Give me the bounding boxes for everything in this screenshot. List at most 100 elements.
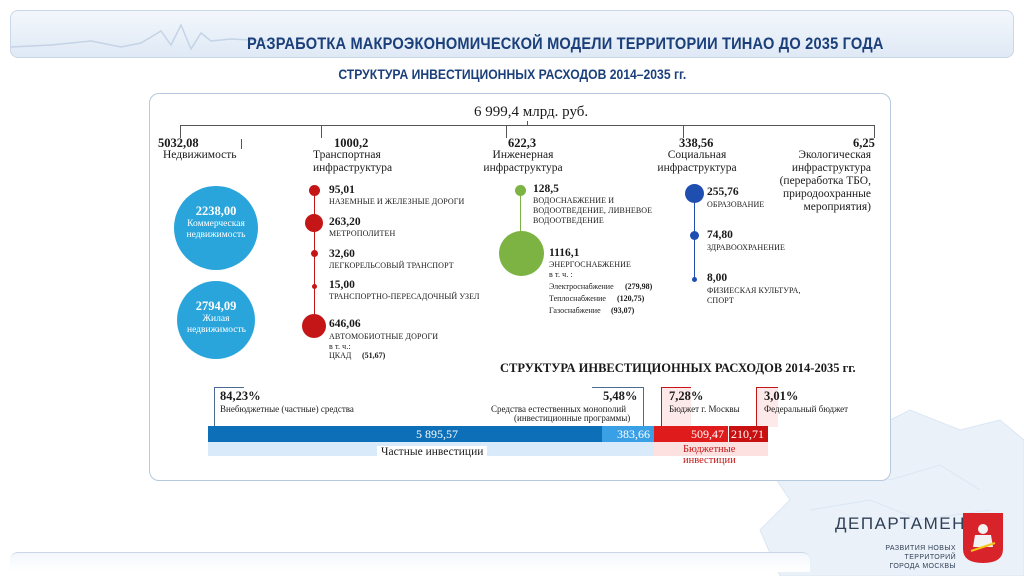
social-label-3a: ФИЗИЕСКАЯ КУЛЬТУРА, <box>707 286 801 295</box>
tree-drop-1 <box>180 125 181 138</box>
commercial-realty-value: 2238,00 <box>195 204 237 218</box>
transport-vertical-line <box>314 190 315 328</box>
transport-dot-5 <box>302 314 326 338</box>
category-name-realty: Недвижимость <box>163 149 237 161</box>
social-dot-3 <box>692 277 697 282</box>
engineering-sub-name-3: Газоснабжение <box>549 306 601 315</box>
commercial-realty-circle: 2238,00 Коммерческая недвижимость <box>174 186 258 270</box>
category-value-social: 338,56 <box>679 136 714 150</box>
transport-label-3: ЛЕГКОРЕЛЬСОВЫЙ ТРАНСПОРТ <box>329 261 454 270</box>
category-name-engineering: Инженерная инфраструктура <box>483 149 563 174</box>
transport-dot-4 <box>312 284 317 289</box>
engineering-dot-1 <box>515 185 526 196</box>
transport-label-5: АВТОМОБИОТНЫЕ ДОРОГИ <box>329 332 439 341</box>
engineering-sub-name-1: Электроснабжение <box>549 282 614 291</box>
footer-band <box>10 552 810 572</box>
category-name-social: Социальная инфраструктура <box>657 149 737 174</box>
engineering-label-2: ЭНЕРГОСНАБЖЕНИЕ <box>549 260 631 269</box>
private-source-name: Внебюджетные (частные) средства <box>220 404 354 414</box>
private-pct: 84,23% <box>220 389 261 403</box>
residential-realty-value: 2794,09 <box>195 299 237 313</box>
transport-extra-name: ЦКАД <box>329 351 352 360</box>
department-subtitle: РАЗВИТИЯ НОВЫХ ТЕРРИТОРИЙ ГОРОДА МОСКВЫ <box>836 544 956 571</box>
tree-drop-3 <box>506 125 507 138</box>
federal-budget-bracket <box>756 387 778 427</box>
monopoly-bracket <box>592 387 644 427</box>
engineering-label-1c: ВОДООТВЕДЕНИЕ <box>533 216 604 225</box>
engineering-label-1b: ВОДООТВЕДЕНИЕ, ЛИВНЕВОЕ <box>533 206 653 215</box>
tree-stem <box>527 121 528 126</box>
moscow-coat-of-arms-icon <box>963 513 1003 563</box>
social-label-2: ЗДРАВООХРАНЕНИЕ <box>707 243 786 252</box>
transport-dot-1 <box>309 185 320 196</box>
category-value-engineering: 622,3 <box>508 136 537 150</box>
social-dot-2 <box>690 231 699 240</box>
social-value-1: 255,76 <box>707 186 739 198</box>
engineering-sub-value-1: (279,98) <box>625 282 653 291</box>
moscow-budget-bracket <box>661 387 691 427</box>
category-value-realty: 5032,08 <box>158 136 199 150</box>
social-label-3b: СПОРТ <box>707 296 734 305</box>
engineering-dot-2 <box>499 231 544 276</box>
category-value-transport: 1000,2 <box>334 136 369 150</box>
engineering-value-2: 1116,1 <box>549 247 580 259</box>
commercial-realty-label: Коммерческая недвижимость <box>186 219 246 240</box>
engineering-sub-value-2: (120,75) <box>617 294 645 303</box>
engineering-label-1a: ВОДОСНАБЖЕНИЕ И <box>533 196 615 205</box>
budget-investments-band <box>654 442 768 456</box>
transport-label-1: НАЗЕМНЫЕ И ЖЕЛЕЗНЫЕ ДОРОГИ <box>329 197 465 206</box>
transport-value-4: 15,00 <box>329 279 355 291</box>
residential-realty-label: Жилая недвижимость <box>187 314 246 335</box>
transport-incl-5: в т. ч.: <box>329 342 351 351</box>
transport-value-2: 263,20 <box>329 216 361 228</box>
tree-drop-5 <box>874 125 875 138</box>
engineering-value-1: 128,5 <box>533 183 559 195</box>
realty-connector <box>241 139 242 149</box>
department-subtitle-line-1: РАЗВИТИЯ НОВЫХ ТЕРРИТОРИЙ <box>885 545 956 561</box>
structure-title: СТРУКТУРА ИНВЕСТИЦИОННЫХ РАСХОДОВ 2014-2… <box>500 361 856 375</box>
category-name-ecology: Экологическая инфраструктура (переработк… <box>779 149 871 213</box>
total-amount: 6 999,4 млрд. руб. <box>474 104 589 120</box>
moscow-budget-pct: 7,28% <box>669 389 704 403</box>
bar-segment-federal-budget: 210,71 <box>728 426 768 442</box>
engineering-sub-name-2: Теплоснабжение <box>549 294 606 303</box>
header-band: РАЗРАБОТКА МАКРОЭКОНОМИЧЕСКОЙ МОДЕЛИ ТЕР… <box>10 10 1014 58</box>
transport-dot-3 <box>311 250 318 257</box>
engineering-sub-value-3: (93,07) <box>611 306 635 315</box>
department-name: ДЕПАРТАМЕНТ <box>835 514 978 533</box>
section-title: СТРУКТУРА ИНВЕСТИЦИОННЫХ РАСХОДОВ 2014–2… <box>338 67 686 82</box>
tree-drop-2 <box>321 125 322 138</box>
social-value-2: 74,80 <box>707 229 733 241</box>
residential-realty-circle: 2794,09 Жилая недвижимость <box>177 281 255 359</box>
page-title: РАЗРАБОТКА МАКРОЭКОНОМИЧЕСКОЙ МОДЕЛИ ТЕР… <box>247 34 884 53</box>
federal-budget-name: Федеральный бюджет <box>764 404 849 414</box>
tree-drop-4 <box>683 125 684 138</box>
transport-extra-value: (51,67) <box>362 351 386 360</box>
transport-dot-2 <box>305 214 323 232</box>
monopoly-source-name-2: (инвестиционные программы) <box>514 413 631 423</box>
header-wave-decoration <box>11 23 271 51</box>
category-value-ecology: 6,25 <box>853 136 875 150</box>
social-dot-1 <box>685 184 704 203</box>
budget-investments-label-1: Бюджетные <box>683 444 736 455</box>
bar-segment-private: 5 895,57 <box>208 426 602 442</box>
private-bracket <box>214 387 244 427</box>
monopoly-pct: 5,48% <box>603 389 638 403</box>
moscow-budget-name: Бюджет г. Москвы <box>669 404 740 414</box>
transport-label-2: МЕТРОПОЛИТЕН <box>329 229 396 238</box>
budget-investments-label-2: инвестиции <box>683 455 736 466</box>
department-subtitle-line-2: ГОРОДА МОСКВЫ <box>889 563 956 570</box>
private-investments-label: Частные инвестиции <box>377 446 488 458</box>
bar-segment-monopoly: 383,66 <box>602 426 654 442</box>
engineering-incl-2: в т. ч. : <box>549 270 573 279</box>
monopoly-source-name-1: Средства естественных монополий <box>491 404 627 414</box>
transport-value-1: 95,01 <box>329 184 355 196</box>
federal-budget-pct: 3,01% <box>764 389 799 403</box>
social-label-1: ОБРАЗОВАНИЕ <box>707 200 765 209</box>
transport-label-4: ТРАНСПОРТНО-ПЕРЕСАДОЧНЫЙ УЗЕЛ <box>329 292 480 301</box>
engineering-vertical-line <box>520 190 521 240</box>
transport-value-5: 646,06 <box>329 318 361 330</box>
bar-segment-moscow-budget: 509,47 <box>654 426 728 442</box>
social-value-3: 8,00 <box>707 272 728 284</box>
category-name-transport: Транспортная инфраструктура <box>313 149 393 174</box>
